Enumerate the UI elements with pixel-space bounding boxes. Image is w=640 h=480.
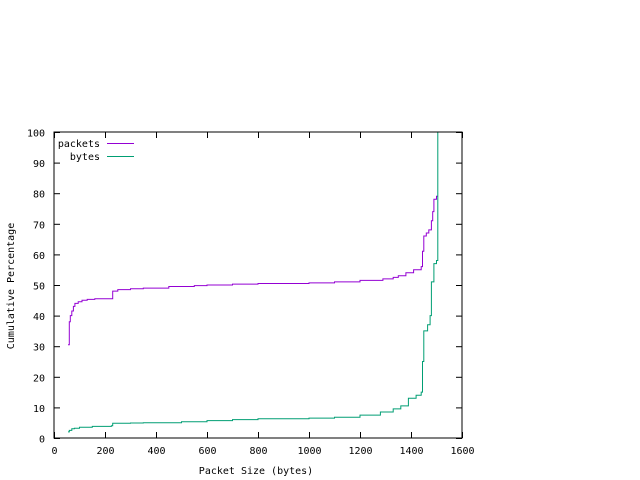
x-tick-label: 1200 <box>348 446 372 457</box>
legend: packets bytes <box>58 139 134 163</box>
legend-label-packets: packets <box>58 139 100 150</box>
x-tick-label: 600 <box>198 446 216 457</box>
y-tick-label: 60 <box>33 251 45 262</box>
y-tick-label: 80 <box>33 190 45 201</box>
legend-label-bytes: bytes <box>70 152 100 163</box>
y-tick-label: 20 <box>33 373 45 384</box>
x-tick-label: 200 <box>96 446 114 457</box>
y-tick-label: 100 <box>27 129 45 140</box>
plot-frame <box>53 131 463 439</box>
series-line-packets <box>68 195 438 346</box>
series-layer <box>68 132 439 433</box>
y-tick-label: 90 <box>33 159 45 170</box>
x-tick-label: 1000 <box>297 446 321 457</box>
y-tick-label: 70 <box>33 220 45 231</box>
x-tick-label: 400 <box>147 446 165 457</box>
y-tick-label: 10 <box>33 404 45 415</box>
y-tick-label: 0 <box>39 435 45 446</box>
ticks-layer: 0 200 400 600 800 1000 1200 1400 1600 0 10 20 30 40 50… <box>27 129 475 458</box>
x-tick-label: 800 <box>249 446 267 457</box>
x-tick-label: 0 <box>51 446 57 457</box>
y-tick-label: 30 <box>33 343 45 354</box>
x-tick-label: 1600 <box>450 446 474 457</box>
y-axis-label: Cumulative Percentage <box>6 223 17 349</box>
series-line-bytes <box>68 132 439 433</box>
x-axis-label: Packet Size (bytes) <box>199 466 313 477</box>
x-tick-label: 1400 <box>399 446 423 457</box>
y-tick-label: 50 <box>33 282 45 293</box>
y-tick-label: 40 <box>33 312 45 323</box>
